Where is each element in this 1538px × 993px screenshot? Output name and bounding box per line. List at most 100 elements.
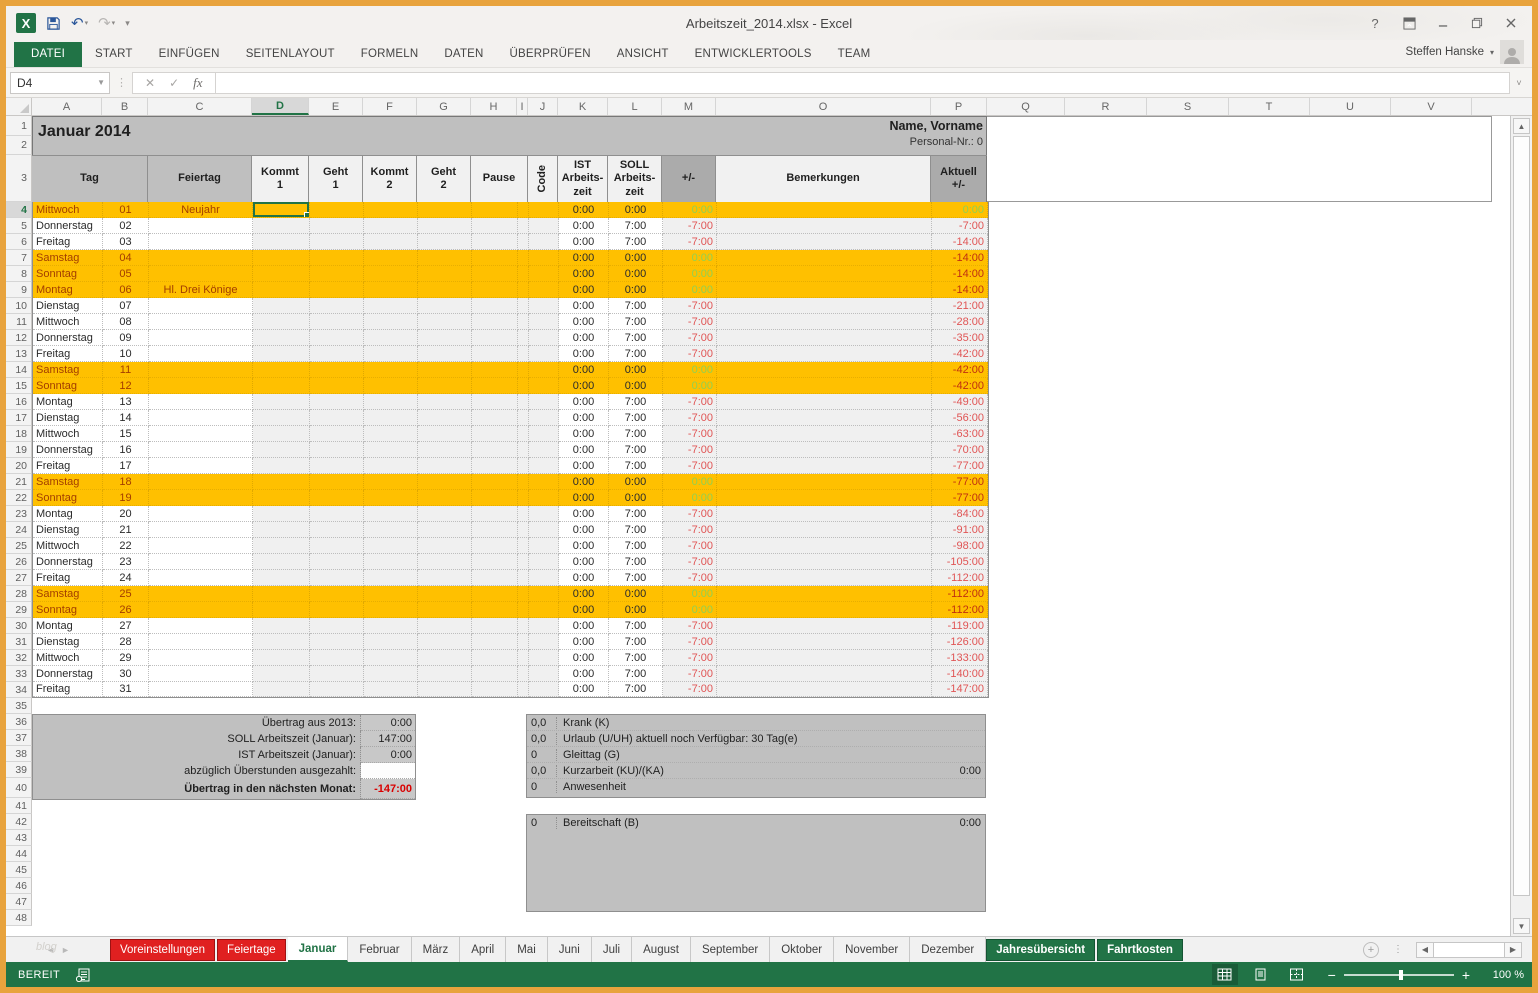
- cell-H9[interactable]: [472, 282, 518, 298]
- cell-D22[interactable]: [253, 490, 310, 506]
- row-header-12[interactable]: 12: [6, 330, 32, 346]
- cell-A13[interactable]: Freitag: [33, 346, 103, 362]
- cell-O24[interactable]: [717, 522, 932, 538]
- cell-L20[interactable]: 7:00: [609, 458, 663, 474]
- namebox-caret-icon[interactable]: ▼: [97, 78, 105, 87]
- cell-K28[interactable]: 0:00: [559, 586, 609, 602]
- cell-H27[interactable]: [472, 570, 518, 586]
- cell-C7[interactable]: [149, 250, 253, 266]
- column-header-O[interactable]: O: [716, 98, 931, 115]
- horizontal-scrollbar[interactable]: ◀ ▶: [1416, 941, 1522, 958]
- row-header-44[interactable]: 44: [6, 846, 32, 862]
- cell-B8[interactable]: 05: [103, 266, 149, 282]
- cell-L34[interactable]: 7:00: [609, 682, 663, 697]
- cell-E26[interactable]: [310, 554, 364, 570]
- cell-G19[interactable]: [418, 442, 472, 458]
- cell-I34[interactable]: [518, 682, 529, 697]
- cell-B29[interactable]: 26: [103, 602, 149, 618]
- row-header-13[interactable]: 13: [6, 346, 32, 362]
- cell-L6[interactable]: 7:00: [609, 234, 663, 250]
- cell-P14[interactable]: -42:00: [932, 362, 988, 378]
- cell-D24[interactable]: [253, 522, 310, 538]
- restore-icon[interactable]: [1462, 11, 1492, 35]
- cell-M13[interactable]: -7:00: [663, 346, 717, 362]
- row-header-11[interactable]: 11: [6, 314, 32, 330]
- cell-G16[interactable]: [418, 394, 472, 410]
- header-code[interactable]: Code: [528, 156, 558, 203]
- formula-bar-expand-icon[interactable]: ˅: [1516, 77, 1522, 88]
- cell-L27[interactable]: 7:00: [609, 570, 663, 586]
- cell-P27[interactable]: -112:00: [932, 570, 988, 586]
- cell-E33[interactable]: [310, 666, 364, 682]
- cell-E10[interactable]: [310, 298, 364, 314]
- cell-K15[interactable]: 0:00: [559, 378, 609, 394]
- cell-E34[interactable]: [310, 682, 364, 697]
- cell-L22[interactable]: 0:00: [609, 490, 663, 506]
- header-pause[interactable]: Pause: [471, 156, 528, 203]
- cell-K10[interactable]: 0:00: [559, 298, 609, 314]
- cell-E20[interactable]: [310, 458, 364, 474]
- cell-L24[interactable]: 7:00: [609, 522, 663, 538]
- cell-A34[interactable]: Freitag: [33, 682, 103, 697]
- row-header-3[interactable]: 3: [6, 155, 32, 202]
- cell-G28[interactable]: [418, 586, 472, 602]
- cell-C15[interactable]: [149, 378, 253, 394]
- column-header-H[interactable]: H: [471, 98, 517, 115]
- zoom-slider-thumb[interactable]: [1398, 969, 1403, 980]
- cell-E30[interactable]: [310, 618, 364, 634]
- cell-P18[interactable]: -63:00: [932, 426, 988, 442]
- cell-O18[interactable]: [717, 426, 932, 442]
- cell-L19[interactable]: 7:00: [609, 442, 663, 458]
- column-header-E[interactable]: E: [309, 98, 363, 115]
- cell-D31[interactable]: [253, 634, 310, 650]
- row-header-46[interactable]: 46: [6, 878, 32, 894]
- cell-E21[interactable]: [310, 474, 364, 490]
- tab-scroll-right-icon[interactable]: ►: [61, 944, 70, 955]
- column-header-G[interactable]: G: [417, 98, 471, 115]
- cell-P26[interactable]: -105:00: [932, 554, 988, 570]
- cell-E25[interactable]: [310, 538, 364, 554]
- row-header-43[interactable]: 43: [6, 830, 32, 846]
- cell-D10[interactable]: [253, 298, 310, 314]
- cell-K9[interactable]: 0:00: [559, 282, 609, 298]
- cell-J17[interactable]: [529, 410, 559, 426]
- cell-H12[interactable]: [472, 330, 518, 346]
- sheet-tab-feiertage[interactable]: Feiertage: [217, 939, 286, 961]
- cell-P17[interactable]: -56:00: [932, 410, 988, 426]
- row-header-34[interactable]: 34: [6, 682, 32, 698]
- ribbon-display-options-icon[interactable]: [1394, 11, 1424, 35]
- cell-A10[interactable]: Dienstag: [33, 298, 103, 314]
- cell-I22[interactable]: [518, 490, 529, 506]
- cell-H19[interactable]: [472, 442, 518, 458]
- cell-J34[interactable]: [529, 682, 559, 697]
- cell-F8[interactable]: [364, 266, 418, 282]
- page-layout-view-icon[interactable]: [1248, 964, 1274, 985]
- cell-K8[interactable]: 0:00: [559, 266, 609, 282]
- cell-G6[interactable]: [418, 234, 472, 250]
- cell-M14[interactable]: 0:00: [663, 362, 717, 378]
- cell-F34[interactable]: [364, 682, 418, 697]
- cell-I17[interactable]: [518, 410, 529, 426]
- cell-F25[interactable]: [364, 538, 418, 554]
- cell-G21[interactable]: [418, 474, 472, 490]
- header-geht1[interactable]: Geht 1: [309, 156, 363, 203]
- cell-I10[interactable]: [518, 298, 529, 314]
- cell-B27[interactable]: 24: [103, 570, 149, 586]
- cell-E5[interactable]: [310, 218, 364, 234]
- cell-G7[interactable]: [418, 250, 472, 266]
- cell-C32[interactable]: [149, 650, 253, 666]
- cell-I4[interactable]: [518, 202, 529, 218]
- avatar[interactable]: [1500, 40, 1524, 64]
- cell-I24[interactable]: [518, 522, 529, 538]
- cell-O21[interactable]: [717, 474, 932, 490]
- cell-L12[interactable]: 7:00: [609, 330, 663, 346]
- cell-G9[interactable]: [418, 282, 472, 298]
- help-icon[interactable]: ?: [1371, 15, 1379, 31]
- cell-E31[interactable]: [310, 634, 364, 650]
- row-header-10[interactable]: 10: [6, 298, 32, 314]
- cell-J16[interactable]: [529, 394, 559, 410]
- cell-D23[interactable]: [253, 506, 310, 522]
- cell-H4[interactable]: [472, 202, 518, 218]
- column-header-F[interactable]: F: [363, 98, 417, 115]
- ribbon-tab-daten[interactable]: DATEN: [444, 48, 484, 60]
